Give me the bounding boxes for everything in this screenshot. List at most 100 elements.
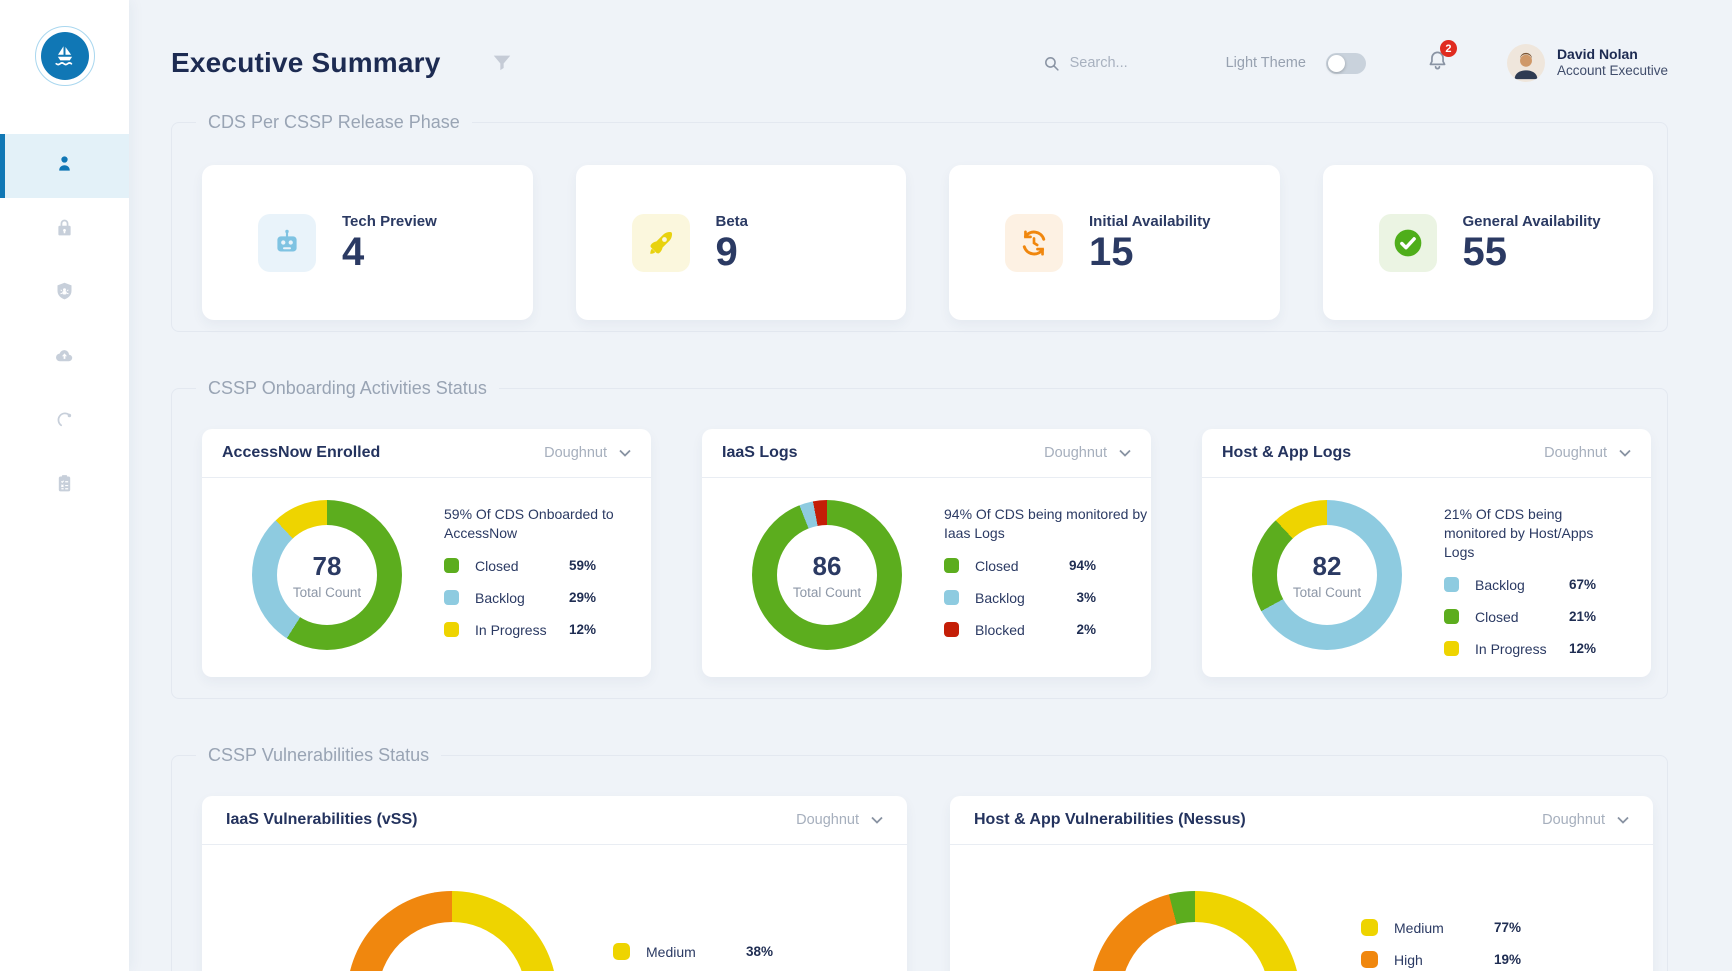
sidebar-nav: [0, 134, 129, 518]
stat-card-initial-availability: Initial Availability 15: [949, 165, 1280, 320]
notifications-button[interactable]: 2: [1426, 40, 1457, 77]
filter-icon[interactable]: [491, 52, 513, 74]
shield-bug-icon: [54, 281, 75, 307]
user-meta: David Nolan Account Executive: [1557, 46, 1668, 80]
chart-card-host-app-vulnerabilities: Host & App Vulnerabilities (Nessus) Doug…: [950, 796, 1653, 971]
chevron-down-icon: [619, 449, 631, 457]
section-onboarding: CSSP Onboarding Activities Status Access…: [171, 378, 1668, 699]
chart-total: 82: [1312, 550, 1342, 581]
user-icon: [54, 153, 75, 179]
legend-row: In Progress 12%: [1444, 639, 1596, 658]
check-circle-icon: [1378, 213, 1437, 272]
avatar: [1506, 44, 1545, 82]
legend-row: Backlog 3%: [944, 588, 1096, 607]
legend-swatch: [444, 558, 459, 573]
doughnut-chart: 86 Total Count: [752, 500, 902, 650]
legend-swatch: [944, 558, 959, 573]
chart-type-dropdown[interactable]: Doughnut: [1544, 445, 1631, 461]
user-name: David Nolan: [1556, 45, 1638, 62]
stat-label: Beta: [715, 213, 749, 230]
sailboat-logo-icon: [40, 32, 89, 80]
stat-card-general-availability: General Availability 55: [1322, 165, 1653, 320]
page-title: Executive Summary: [171, 47, 441, 78]
section-vulnerabilities: CSSP Vulnerabilities Status IaaS Vulnera…: [171, 745, 1668, 971]
legend-row: Backlog 29%: [444, 588, 596, 607]
search-icon: [1044, 56, 1059, 71]
card-title: Host & App Vulnerabilities (Nessus): [974, 811, 1246, 828]
sidebar: [0, 0, 129, 971]
doughnut-chart: [347, 891, 557, 971]
legend-row: Medium 38%: [613, 942, 773, 961]
legend-row: Blocked 2%: [944, 620, 1096, 639]
legend-row: High 19%: [1361, 950, 1521, 969]
section-release-phase: CDS Per CSSP Release Phase Tech Preview …: [171, 112, 1668, 332]
card-title: AccessNow Enrolled: [222, 444, 381, 461]
theme-toggle[interactable]: [1325, 52, 1366, 74]
user-role: Account Executive: [1556, 63, 1668, 79]
stat-label: Tech Preview: [342, 213, 437, 230]
chart-total: 86: [812, 550, 842, 581]
sidebar-item-reports[interactable]: [0, 454, 129, 518]
sidebar-item-users[interactable]: [0, 134, 129, 198]
stat-label: General Availability: [1462, 213, 1601, 230]
section-title: CSSP Vulnerabilities Status: [208, 745, 430, 765]
stat-cards-row: Tech Preview 4 Beta 9: [202, 165, 1653, 320]
doughnut-chart: 82 Total Count: [1252, 500, 1402, 650]
chart-card-accessnow: AccessNow Enrolled Doughnut 78 Total Cou…: [202, 429, 651, 677]
legend-row: Closed 94%: [944, 556, 1096, 575]
sidebar-item-security[interactable]: [0, 198, 129, 262]
stat-card-beta: Beta 9: [575, 165, 906, 320]
donut-cards-row: AccessNow Enrolled Doughnut 78 Total Cou…: [202, 429, 1653, 677]
sidebar-item-cloud[interactable]: [0, 326, 129, 390]
chart-card-host-app-logs: Host & App Logs Doughnut 82 Total Count: [1202, 429, 1651, 677]
chart-type-dropdown[interactable]: Doughnut: [544, 445, 631, 461]
chart-total-label: Total Count: [292, 584, 362, 600]
legend-row: Backlog 67%: [1444, 575, 1596, 594]
sidebar-item-sync[interactable]: [0, 390, 129, 454]
stat-value: 55: [1462, 230, 1508, 274]
rocket-icon: [631, 213, 690, 272]
stat-value: 4: [342, 230, 365, 274]
chart-caption: 94% Of CDS being monitored by Iaas Logs: [944, 506, 1148, 541]
chart-legend: 94% Of CDS being monitored by Iaas Logs …: [944, 505, 1154, 639]
toggle-knob: [1327, 54, 1345, 72]
chart-type-dropdown[interactable]: Doughnut: [796, 812, 883, 828]
user-menu[interactable]: David Nolan Account Executive: [1506, 44, 1668, 82]
legend-swatch: [444, 622, 459, 637]
theme-label: Light Theme: [1225, 55, 1306, 71]
chart-legend: Medium 38%: [613, 929, 788, 961]
app-logo[interactable]: [34, 26, 95, 86]
vulnerability-cards-row: IaaS Vulnerabilities (vSS) Doughnut Medi…: [202, 796, 1653, 971]
card-title: Host & App Logs: [1222, 444, 1352, 461]
legend-swatch: [613, 943, 630, 960]
chart-card-iaas-vulnerabilities: IaaS Vulnerabilities (vSS) Doughnut Medi…: [202, 796, 907, 971]
legend-swatch: [444, 590, 459, 605]
chevron-down-icon: [1619, 449, 1631, 457]
legend-row: Medium 77%: [1361, 918, 1521, 937]
stat-value: 9: [715, 230, 738, 274]
search-box[interactable]: [1043, 55, 1190, 72]
doughnut-chart: 78 Total Count: [252, 500, 402, 650]
search-input[interactable]: [1069, 55, 1190, 71]
legend-row: Closed 21%: [1444, 607, 1596, 626]
legend-row: Closed 59%: [444, 556, 596, 575]
chart-card-iaas-logs: IaaS Logs Doughnut 86 Total Count 94: [702, 429, 1151, 677]
sidebar-item-vulnerabilities[interactable]: [0, 262, 129, 326]
chevron-down-icon: [1617, 816, 1629, 824]
robot-icon: [258, 213, 316, 272]
chart-type-dropdown[interactable]: Doughnut: [1044, 445, 1131, 461]
card-title: IaaS Logs: [722, 444, 798, 461]
stat-card-tech-preview: Tech Preview 4: [202, 165, 533, 320]
chevron-down-icon: [1119, 449, 1131, 457]
main-content: Executive Summary Light Theme 2: [129, 0, 1732, 971]
history-icon: [1005, 213, 1063, 272]
chart-caption: 21% Of CDS being monitored by Host/Apps …: [1444, 506, 1594, 560]
theme-switch-group: Light Theme: [1225, 52, 1366, 74]
chart-total-label: Total Count: [1292, 584, 1362, 600]
cloud-upload-icon: [54, 345, 75, 371]
chart-legend: 59% Of CDS Onboarded to AccessNow Closed…: [444, 505, 654, 639]
top-bar-controls: Light Theme 2 Dav: [1043, 40, 1668, 82]
chart-type-dropdown[interactable]: Doughnut: [1542, 812, 1629, 828]
legend-swatch: [1444, 641, 1459, 656]
legend-swatch: [944, 590, 959, 605]
